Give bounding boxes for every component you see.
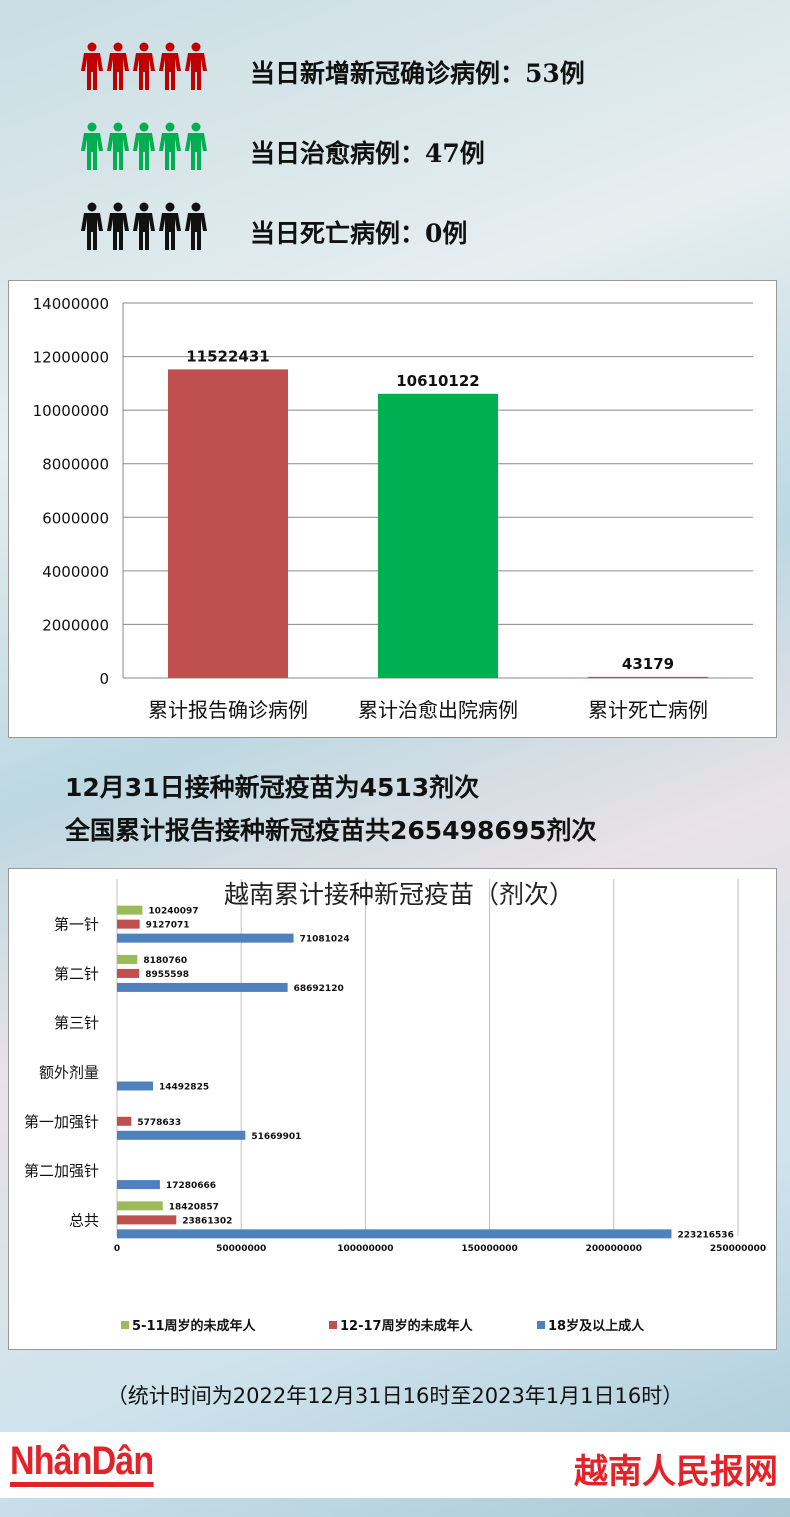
bar [117,1130,246,1140]
bar [117,968,140,978]
data-label: 43179 [622,655,674,673]
legend-swatch [121,1321,129,1329]
person-icon [80,122,104,176]
data-label: 18420857 [169,1202,219,1212]
legend-swatch [329,1321,337,1329]
bar [117,1180,160,1190]
bar [117,982,288,992]
cases-chart: 0 2000000 4000000 6000000 8000000 10000000 120… [8,280,777,738]
x-category-label: 累计治愈出院病例 [358,698,518,722]
statistics-period: （统计时间为2022年12月31日16时至2023年1月1日16时） [106,1384,684,1408]
person-icon [132,122,156,176]
chart-title: 越南累计接种新冠疫苗（剂次） [224,880,574,909]
legend-label: 18岁及以上成人 [548,1318,645,1334]
person-icon [158,42,182,96]
bar [378,393,498,678]
y-tick-label: 14000000 [33,295,109,313]
person-icon [106,42,130,96]
data-label: 10610122 [396,372,480,390]
bar [117,1215,177,1225]
person-icon [132,42,156,96]
legend-label: 5-11周岁的未成年人 [132,1318,257,1334]
data-label: 71081024 [300,935,350,945]
person-icon [106,202,130,256]
person-icon [184,122,208,176]
bar [117,1201,163,1211]
x-category-label: 累计死亡病例 [588,698,708,722]
y-category-label: 额外剂量 [39,1064,99,1082]
person-icon [158,202,182,256]
brand-band: NhânDân 越南人民报网 [0,1432,790,1498]
vaccination-chart: 0 50000000 100000000 150000000 200000000 2500… [8,868,777,1350]
y-tick-label: 12000000 [33,349,109,367]
y-tick-label: 6000000 [42,509,109,527]
x-tick-label: 250000000 [710,1244,766,1254]
nhandan-logo[interactable]: NhânDân [10,1440,154,1487]
data-label: 17280666 [166,1181,216,1191]
headline-total-vaccination: 全国累计报告接种新冠疫苗共265498695剂次 [65,816,597,845]
x-tick-label: 0 [114,1244,120,1254]
bar [117,1116,132,1126]
y-tick-label: 8000000 [42,456,109,474]
bar [117,933,294,943]
x-tick-label: 200000000 [586,1244,642,1254]
person-icon [184,42,208,96]
bar [117,1081,154,1091]
people-icon-group [80,42,208,96]
data-label: 11522431 [186,347,270,365]
y-tick-label: 2000000 [42,616,109,634]
headline-daily-vaccination: 12月31日接种新冠疫苗为4513剂次 [65,773,480,802]
y-tick-label: 10000000 [33,402,109,420]
people-icon-group [80,122,208,176]
x-tick-label: 100000000 [337,1244,393,1254]
bar [588,676,708,678]
data-label: 8180760 [143,956,187,966]
daily-stat-text: 当日死亡病例：0例 [250,219,468,248]
person-icon [80,202,104,256]
bar [117,1229,672,1239]
daily-stat-row: 当日死亡病例：0例 [0,202,790,262]
legend-label: 12-17周岁的未成年人 [340,1318,474,1334]
data-label: 8955598 [145,970,189,980]
person-icon [184,202,208,256]
people-icon-group [80,202,208,256]
bar [117,954,138,964]
person-icon [132,202,156,256]
y-tick-label: 0 [99,670,109,688]
data-label: 9127071 [146,921,190,931]
x-category-label: 累计报告确诊病例 [148,698,308,722]
x-tick-label: 150000000 [461,1244,517,1254]
data-label: 23861302 [182,1216,232,1226]
daily-stat-row: 当日新增新冠确诊病例：53例 [0,42,790,102]
y-tick-label: 4000000 [42,563,109,581]
data-label: 10240097 [148,907,198,917]
bar [117,919,140,929]
daily-stat-text: 当日新增新冠确诊病例：53例 [250,59,585,88]
daily-stat-text: 当日治愈病例：47例 [250,139,485,168]
y-category-label: 第三针 [54,1014,99,1032]
bar [168,369,288,678]
y-category-label: 第二加强针 [24,1162,99,1180]
y-category-label: 第二针 [54,965,99,983]
person-icon [158,122,182,176]
bar [117,905,143,915]
data-label: 51669901 [251,1132,301,1142]
daily-stat-row: 当日治愈病例：47例 [0,122,790,182]
y-category-label: 第一针 [54,916,99,934]
person-icon [106,122,130,176]
x-tick-label: 50000000 [216,1244,266,1254]
data-label: 68692120 [294,984,344,994]
data-label: 223216536 [677,1230,733,1240]
y-category-label: 第一加强针 [24,1113,99,1131]
data-label: 5778633 [137,1118,181,1128]
person-icon [80,42,104,96]
site-name-logo: 越南人民报网 [574,1452,778,1492]
data-label: 14492825 [159,1083,209,1093]
y-category-label: 总共 [69,1211,99,1229]
legend-swatch [537,1321,545,1329]
